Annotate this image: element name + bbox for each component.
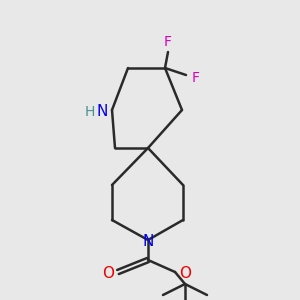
- Text: O: O: [179, 266, 191, 280]
- Text: H: H: [85, 105, 95, 119]
- Text: N: N: [96, 104, 108, 119]
- Text: F: F: [164, 35, 172, 49]
- Text: F: F: [192, 71, 200, 85]
- Text: N: N: [142, 233, 154, 248]
- Text: O: O: [102, 266, 114, 280]
